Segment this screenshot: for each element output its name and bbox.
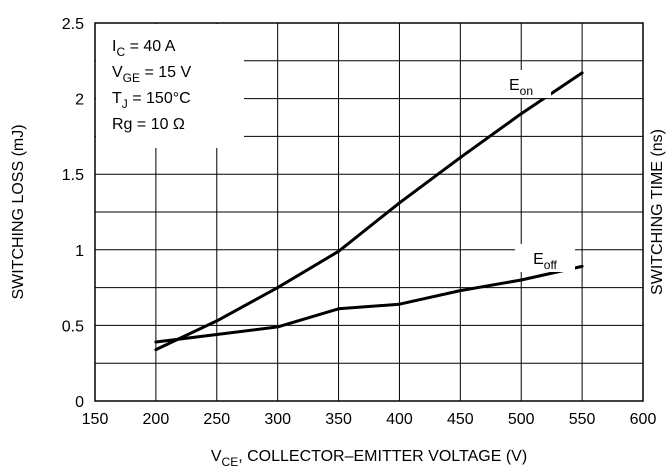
series-line-eoff — [155, 264, 583, 344]
x-tick-label: 500 — [508, 411, 535, 428]
x-tick-label: 250 — [203, 411, 230, 428]
y-tick-label: 2.5 — [62, 16, 84, 33]
data-point-eoff — [397, 302, 401, 306]
x-tick-label: 450 — [447, 411, 474, 428]
series-label-eon: Eon — [509, 77, 533, 98]
plot-grid — [95, 23, 643, 401]
x-tick-labels: 150 200 250 300 350 400 450 500 550 600 — [82, 411, 657, 428]
y-tick-label: 1.5 — [62, 167, 84, 184]
x-tick-label: 200 — [143, 411, 170, 428]
y-tick-labels: 0 0.5 1 1.5 2 2.5 — [62, 16, 84, 411]
plot-frame — [94, 22, 644, 402]
x-tick-label: 600 — [630, 411, 657, 428]
y-tick-label: 0.5 — [62, 318, 84, 335]
right-axis-title-partial: SWITCHING TIME (ns) — [649, 129, 666, 295]
series-label-background — [515, 244, 575, 272]
x-tick-label: 300 — [264, 411, 291, 428]
series-label-eoff: Eoff — [533, 251, 557, 272]
data-point-eoff — [458, 289, 462, 293]
x-tick-label: 350 — [325, 411, 352, 428]
x-tick-label: 550 — [569, 411, 596, 428]
condition-line: Rg = 10 Ω — [112, 116, 185, 133]
data-point-eoff — [215, 332, 219, 336]
x-tick-label: 400 — [386, 411, 413, 428]
data-point-eon — [276, 286, 280, 290]
y-tick-label: 2 — [75, 92, 84, 109]
condition-line: IC = 40 A — [112, 38, 176, 59]
y-tick-label: 0 — [75, 394, 84, 411]
data-point-eon — [337, 249, 341, 253]
data-point-eon — [458, 156, 462, 160]
data-point-eon — [397, 201, 401, 205]
data-point-eoff — [276, 325, 280, 329]
conditions-box — [96, 24, 244, 148]
data-point-eon — [215, 319, 219, 323]
condition-line: VGE = 15 V — [112, 64, 191, 85]
data-point-eon — [519, 112, 523, 116]
series-label-background — [491, 70, 551, 98]
y-axis-title: SWITCHING LOSS (mJ) — [10, 124, 27, 299]
x-tick-label: 150 — [82, 411, 109, 428]
data-point-eoff — [580, 264, 584, 268]
condition-line: TJ = 150°C — [112, 90, 191, 111]
test-conditions: IC = 40 A VGE = 15 V TJ = 150°C Rg = 10 Ω — [112, 38, 191, 133]
data-point-eoff — [519, 278, 523, 282]
series-line-eon — [155, 71, 583, 351]
data-point-eoff — [337, 307, 341, 311]
data-point-eoff — [154, 340, 158, 344]
data-point-eon — [154, 348, 158, 352]
x-axis-title: VCE, COLLECTOR–EMITTER VOLTAGE (V) — [211, 448, 527, 469]
series-group: Eon Eoff — [154, 70, 584, 352]
y-tick-label: 1 — [75, 243, 84, 260]
data-point-eon — [580, 71, 584, 75]
